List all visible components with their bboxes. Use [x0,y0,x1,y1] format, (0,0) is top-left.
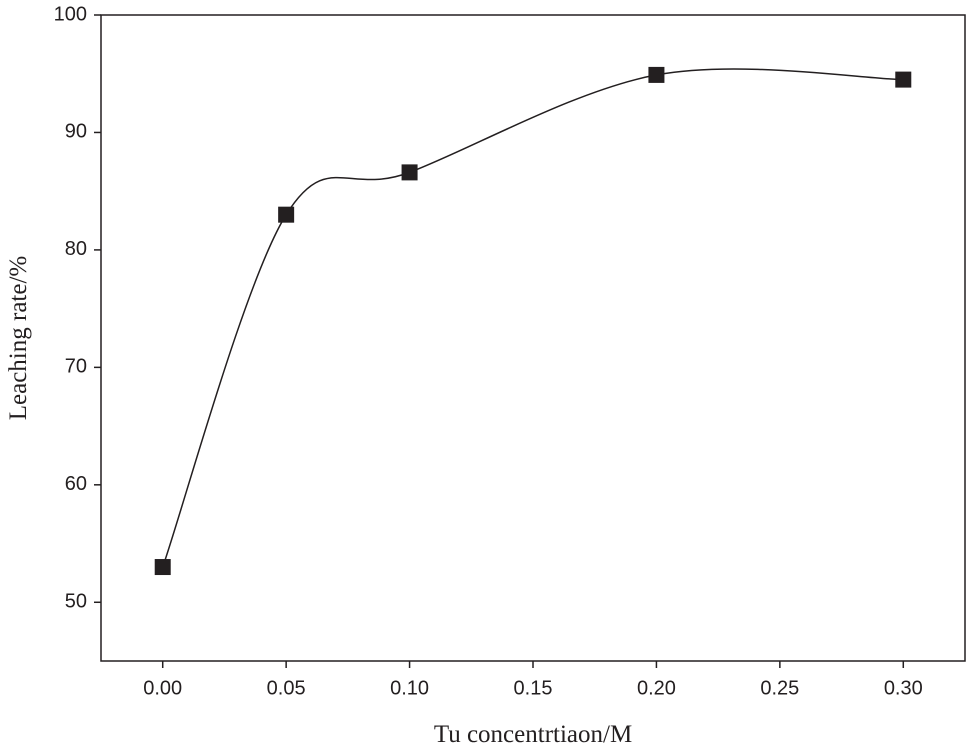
data-point [895,71,912,88]
x-tick-label: 0.05 [267,677,306,699]
y-tick-label: 100 [54,3,87,25]
x-axis-title: Tu concentrtiaon/M [434,721,632,748]
data-point [278,206,295,223]
data-point [648,66,665,83]
x-tick-label: 0.10 [390,677,429,699]
y-axis-title: Leaching rate/% [5,256,32,421]
data-point [401,164,418,181]
x-tick-label: 0.15 [514,677,553,699]
y-tick-label: 60 [65,473,87,495]
y-tick-label: 50 [65,591,87,613]
y-tick-label: 90 [65,121,87,143]
y-tick-label: 80 [65,238,87,260]
x-tick-label: 0.00 [143,677,182,699]
plot-frame [100,14,966,662]
x-tick-label: 0.20 [637,677,676,699]
data-point [154,559,171,576]
y-tick-label: 70 [65,356,87,378]
x-tick-label: 0.30 [884,677,923,699]
data-line [162,68,904,568]
x-tick-label: 0.25 [760,677,799,699]
